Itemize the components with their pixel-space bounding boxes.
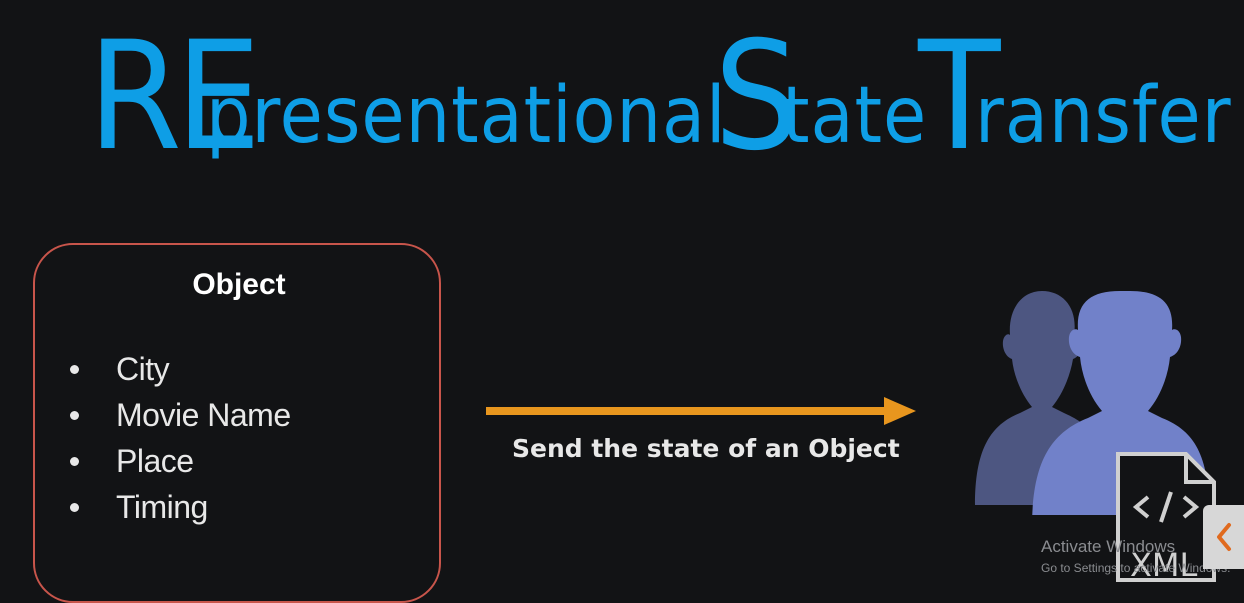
object-heading: Object xyxy=(192,268,286,301)
activate-windows-subtext: Go to Settings to activate Windows. xyxy=(1041,561,1231,575)
bullet xyxy=(70,411,79,420)
chevron-left-icon xyxy=(1216,523,1231,551)
title-t: T xyxy=(918,10,1000,184)
bullet xyxy=(70,365,79,374)
send-arrow xyxy=(486,397,916,425)
title-s: S xyxy=(714,10,800,184)
slide-title: RE presentational S tate T ransfer xyxy=(0,0,1244,190)
title-presentational: presentational xyxy=(206,71,727,161)
title-tate: tate xyxy=(782,71,928,161)
side-panel-toggle-button[interactable] xyxy=(1203,505,1244,569)
activate-windows-watermark: Activate Windows xyxy=(1041,537,1176,556)
bullet xyxy=(70,457,79,466)
title-re: RE xyxy=(88,10,261,184)
arrow-label: Send the state of an Object xyxy=(512,434,900,463)
title-ransfer: ransfer xyxy=(975,71,1232,161)
bullet xyxy=(70,503,79,512)
